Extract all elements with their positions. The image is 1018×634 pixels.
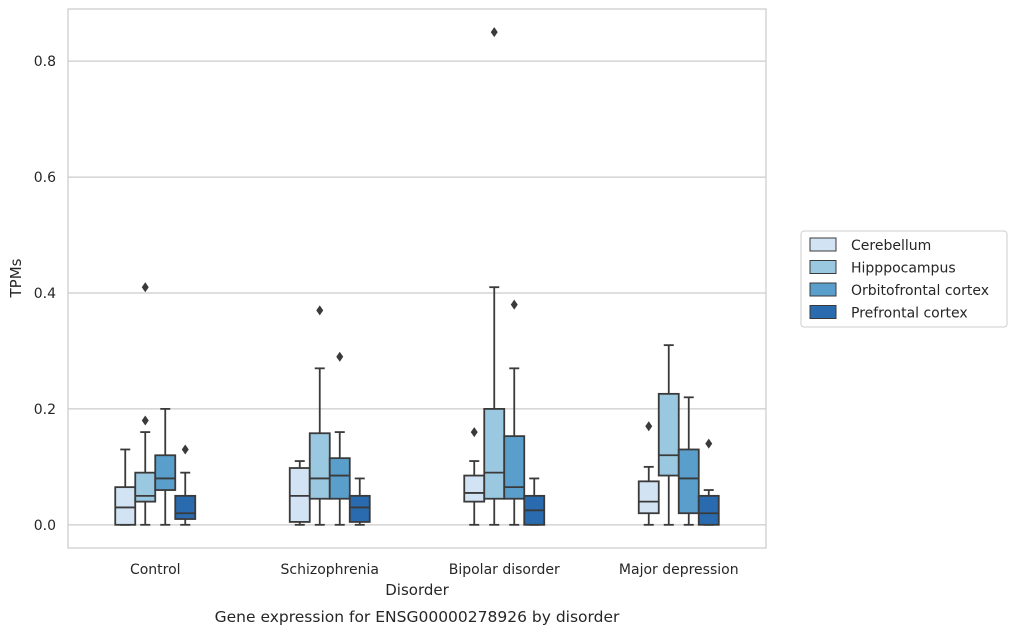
box-iqr [328,457,351,500]
box-iqr [697,494,720,526]
x-tick-label: Bipolar disorder [449,562,560,578]
legend-label: Cerebellum [851,238,931,254]
box-iqr [637,480,660,515]
legend-label: Hipppocampus [851,261,956,277]
box [657,344,680,526]
outlier-point [141,282,149,293]
legend-swatch [809,305,837,319]
outlier-point [705,438,713,449]
box-iqr [154,454,177,491]
legend-label: Orbitofrontal cortex [851,283,989,299]
legend-swatch [809,237,837,252]
box [154,408,177,526]
box-iqr [174,494,197,520]
x-tick-label: Control [130,562,181,578]
box [308,305,331,526]
outlier-point [645,421,653,432]
box [637,421,660,526]
box-iqr [677,448,700,515]
box [483,27,506,526]
x-tick-labels: Control Schizophrenia Bipolar disorder Majo… [130,562,739,578]
chart-caption: Gene expression for ENSG00000278926 by d… [215,608,620,626]
legend-frame [800,230,1008,328]
legend-swatch [809,282,837,297]
box [463,427,486,526]
box [677,396,700,526]
box-iqr [114,486,137,526]
box [288,460,311,526]
box [328,351,351,526]
legend-label: Prefrontal cortex [851,306,968,322]
y-tick-labels: 0.0 0.2 0.4 0.6 0.8 [34,54,56,534]
box-iqr [483,408,506,500]
y-tick-label: 0.0 [34,518,56,534]
outlier-point [181,444,189,455]
plot-frame [67,8,767,549]
box [348,477,371,526]
y-axis-label: TPMs [7,258,25,298]
outlier-point [470,427,478,438]
box [134,282,157,526]
outlier-point [490,27,498,38]
outlier-point [336,351,344,362]
legend-swatch [809,260,837,274]
x-axis-label: Disorder [385,581,449,599]
box-iqr [503,435,526,500]
box-iqr [463,474,486,503]
box [523,477,546,526]
y-tick-label: 0.8 [34,54,56,70]
box-iqr [348,494,371,523]
outlier-point [141,415,149,426]
x-tick-label: Schizophrenia [281,562,379,578]
y-tick-label: 0.4 [34,286,56,302]
box [697,438,720,526]
box-iqr [308,432,331,500]
box [174,444,197,526]
y-tick-label: 0.2 [34,402,56,418]
x-tick-label: Major depression [619,562,739,578]
boxes [114,27,720,526]
outlier-point [316,305,324,316]
outlier-point [510,299,518,310]
legend: Cerebellum Hipppocampus Orbitofrontal cort… [800,230,1008,328]
box-iqr [657,392,680,477]
y-tick-label: 0.6 [34,170,56,186]
box-iqr [134,471,157,503]
box [114,448,137,526]
box [503,299,526,526]
